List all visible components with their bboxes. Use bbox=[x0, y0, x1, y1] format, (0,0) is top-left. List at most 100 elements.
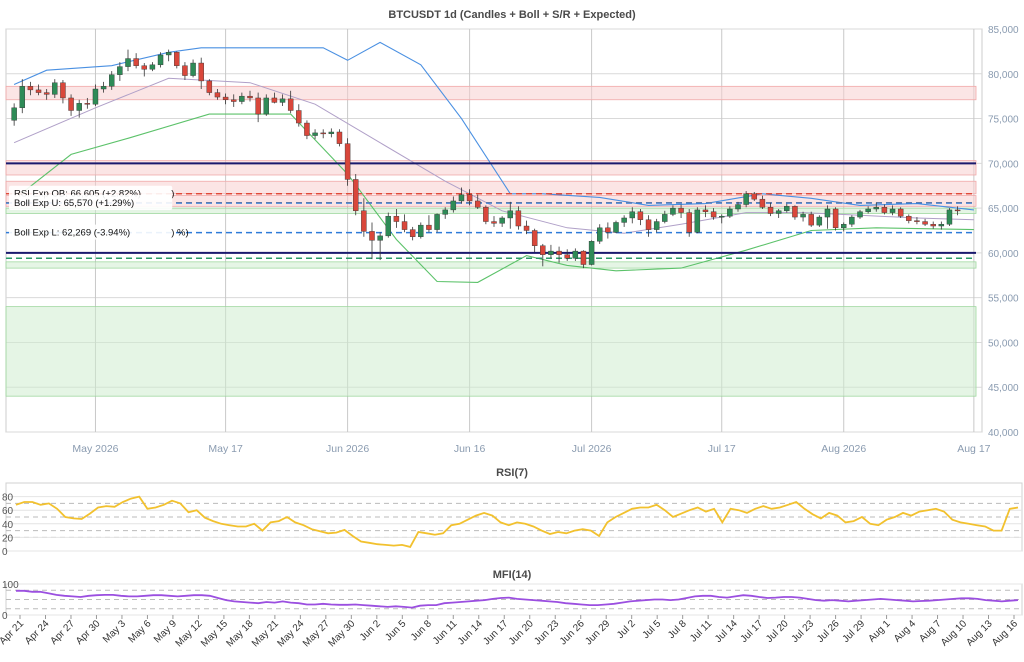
oscillator-x-tick-label: May 27 bbox=[301, 618, 332, 649]
candle-body bbox=[418, 224, 424, 237]
candle-body bbox=[580, 250, 587, 265]
oscillator-x-tick-label: Jun 11 bbox=[431, 618, 460, 647]
candle-body bbox=[588, 241, 595, 265]
candle-body bbox=[393, 215, 400, 222]
candle bbox=[84, 97, 91, 109]
candle-body bbox=[222, 96, 229, 100]
candle bbox=[125, 49, 131, 72]
candle bbox=[247, 90, 253, 102]
candle-body bbox=[27, 86, 34, 91]
oscillator-x-tick-label: Apr 24 bbox=[23, 618, 52, 647]
candle bbox=[637, 209, 644, 226]
candle bbox=[613, 220, 619, 234]
candle bbox=[336, 129, 343, 147]
candle bbox=[702, 205, 709, 218]
candle bbox=[954, 206, 961, 216]
candle bbox=[466, 189, 473, 206]
candle bbox=[117, 62, 123, 81]
price-x-tick-label: Jul 17 bbox=[708, 443, 736, 455]
candle-body bbox=[841, 224, 847, 229]
price-y-tick-label: 60,000 bbox=[988, 249, 1019, 260]
candle-body bbox=[930, 224, 936, 227]
candle-body bbox=[767, 207, 774, 214]
candle bbox=[930, 221, 936, 229]
candle-body bbox=[572, 250, 579, 259]
main-chart-title: BTCUSDT 1d (Candles + Boll + S/R + Expec… bbox=[388, 9, 636, 21]
candle bbox=[109, 71, 115, 90]
candle bbox=[800, 211, 806, 222]
oscillator-x-tick-label: Jul 14 bbox=[713, 618, 740, 645]
candle-body bbox=[816, 216, 823, 226]
candle bbox=[865, 206, 871, 214]
candle bbox=[361, 198, 367, 237]
candle-body bbox=[206, 80, 213, 93]
candle-body bbox=[100, 86, 107, 90]
oscillator-x-tick-label: Jul 20 bbox=[764, 618, 791, 645]
candle-body bbox=[954, 209, 961, 212]
candle-body bbox=[719, 215, 725, 218]
oscillator-x-tick-label: Jun 14 bbox=[456, 618, 485, 647]
candle bbox=[645, 215, 652, 237]
oscillator-x-tick-label: Jun 2 bbox=[358, 618, 383, 643]
resistance-zone bbox=[5, 85, 977, 101]
level-annotation-box bbox=[9, 195, 173, 211]
candle-body bbox=[52, 82, 58, 95]
candle-body bbox=[76, 103, 82, 111]
candle bbox=[393, 209, 400, 228]
oscillator-x-tick-label: May 6 bbox=[127, 618, 154, 645]
candle bbox=[808, 211, 814, 227]
candle bbox=[548, 244, 554, 259]
candle-body bbox=[190, 62, 196, 76]
candle bbox=[491, 216, 497, 227]
candle-body bbox=[556, 250, 562, 255]
oscillator-x-tick-label: Jun 23 bbox=[532, 618, 561, 647]
candle-body bbox=[686, 212, 692, 233]
price-y-tick-label: 85,000 bbox=[988, 25, 1019, 36]
oscillator-x-tick-label: Apr 27 bbox=[48, 618, 77, 647]
candle bbox=[686, 209, 692, 237]
candle-body bbox=[263, 97, 269, 115]
candle-body bbox=[11, 107, 17, 121]
candle-body bbox=[117, 66, 123, 75]
price-y-tick-label: 45,000 bbox=[988, 383, 1019, 394]
candle-body bbox=[247, 95, 253, 99]
price-y-tick-label: 50,000 bbox=[988, 338, 1019, 349]
candle-body bbox=[678, 207, 684, 213]
candle-body bbox=[865, 208, 871, 212]
candle bbox=[182, 62, 188, 81]
candle-body bbox=[353, 179, 359, 211]
candle-body bbox=[84, 103, 91, 105]
candle bbox=[279, 94, 286, 107]
candle-body bbox=[157, 54, 164, 66]
candle bbox=[190, 59, 196, 78]
candle bbox=[68, 94, 74, 116]
candle bbox=[458, 187, 465, 204]
candle bbox=[540, 243, 546, 267]
candle-body bbox=[165, 52, 172, 56]
candle-body bbox=[702, 209, 709, 212]
candle-body bbox=[629, 211, 635, 219]
oscillator-x-tick-label: Apr 21 bbox=[0, 618, 26, 647]
candle-body bbox=[735, 204, 741, 210]
candle-body bbox=[775, 210, 782, 214]
oscillator-x-tick-label: Jul 5 bbox=[641, 618, 664, 641]
candle-body bbox=[653, 221, 660, 230]
candle-body bbox=[198, 62, 204, 82]
candle bbox=[507, 201, 513, 229]
oscillator-x-tick-label: Aug 16 bbox=[990, 618, 1020, 648]
candle-body bbox=[60, 82, 66, 99]
candle-body bbox=[531, 230, 538, 246]
bollinger-lower-line bbox=[13, 113, 974, 283]
candle-body bbox=[214, 92, 221, 98]
candle-body bbox=[312, 132, 318, 136]
oscillator-x-tick-label: May 12 bbox=[174, 618, 205, 649]
level-annotation-text: Boll Exp U: 65,570 (+1.29%) bbox=[14, 198, 134, 209]
oscillator-x-tick-label: Jul 2 bbox=[615, 618, 638, 641]
candle-body bbox=[540, 245, 546, 255]
candle bbox=[92, 84, 99, 107]
candle bbox=[369, 222, 375, 260]
candle-body bbox=[369, 231, 375, 241]
candle bbox=[914, 217, 920, 225]
oscillator-y-tick-label: 40 bbox=[2, 520, 14, 531]
